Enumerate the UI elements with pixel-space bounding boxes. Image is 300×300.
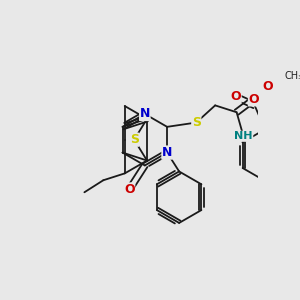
Text: O: O	[124, 183, 135, 196]
Text: N: N	[140, 107, 150, 121]
Text: NH: NH	[234, 131, 253, 141]
Text: O: O	[230, 90, 241, 103]
Text: N: N	[162, 146, 172, 159]
Text: S: S	[192, 116, 201, 129]
Text: O: O	[248, 93, 259, 106]
Text: CH₃: CH₃	[285, 71, 300, 81]
Text: O: O	[262, 80, 273, 93]
Text: S: S	[130, 133, 139, 146]
